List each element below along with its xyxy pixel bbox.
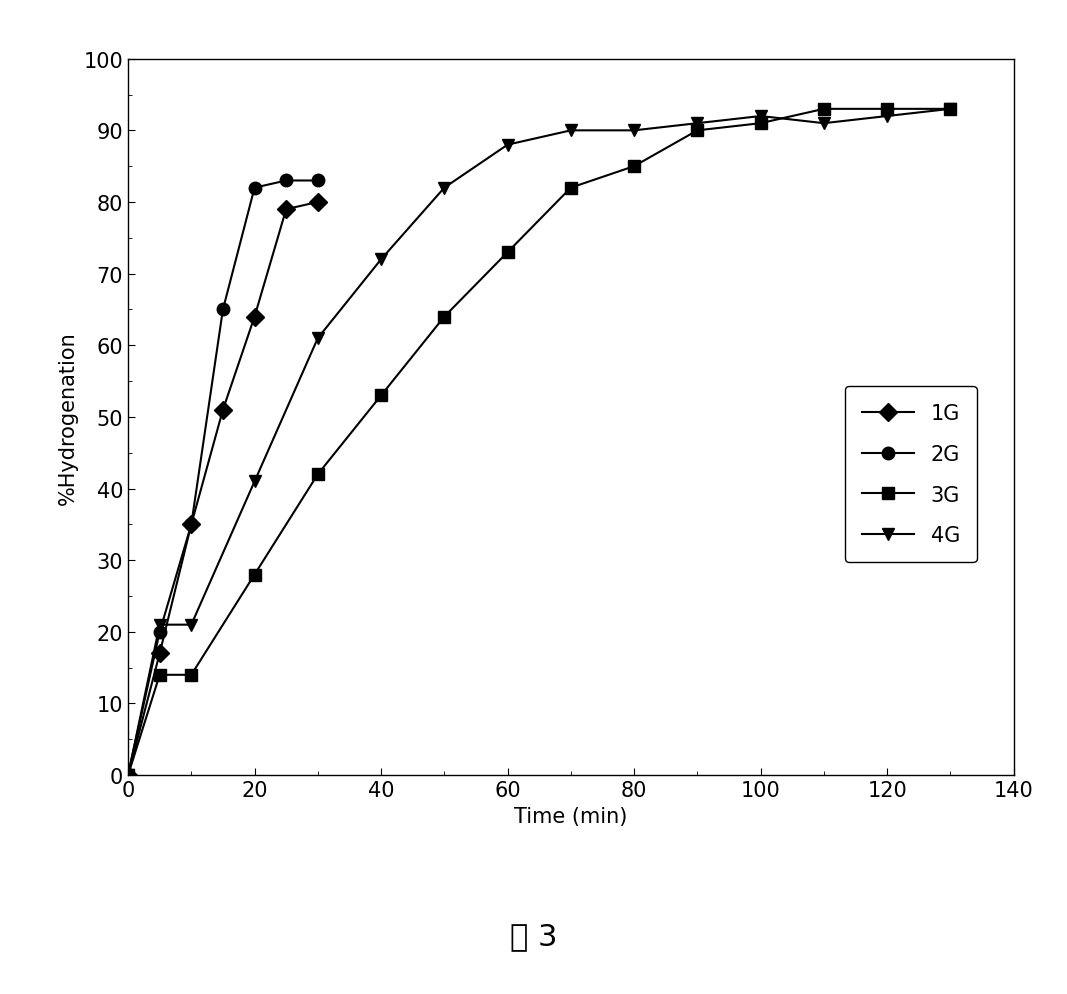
2G — [185, 519, 197, 531]
4G — [754, 111, 767, 123]
4G — [627, 125, 640, 137]
4G — [249, 476, 261, 488]
1G — [249, 311, 261, 323]
Line: 4G: 4G — [122, 103, 957, 781]
3G — [627, 161, 640, 173]
3G — [880, 103, 893, 115]
1G — [217, 405, 229, 416]
3G — [437, 311, 450, 323]
3G — [564, 183, 577, 195]
2G — [280, 175, 292, 187]
4G — [817, 118, 830, 130]
2G — [217, 304, 229, 316]
1G — [154, 648, 166, 660]
4G — [122, 769, 134, 781]
4G — [185, 619, 197, 631]
1G — [280, 204, 292, 216]
Text: 图 3: 图 3 — [510, 921, 557, 950]
2G — [122, 769, 134, 781]
3G — [122, 769, 134, 781]
X-axis label: Time (min): Time (min) — [514, 806, 627, 826]
3G — [154, 669, 166, 681]
3G — [817, 103, 830, 115]
2G — [154, 626, 166, 638]
4G — [437, 183, 450, 195]
4G — [564, 125, 577, 137]
3G — [249, 569, 261, 580]
2G — [312, 175, 324, 187]
Line: 1G: 1G — [122, 197, 324, 781]
4G — [375, 254, 387, 266]
2G — [249, 183, 261, 195]
Legend: 1G, 2G, 3G, 4G: 1G, 2G, 3G, 4G — [845, 387, 976, 563]
4G — [880, 111, 893, 123]
Line: 2G: 2G — [122, 175, 324, 781]
4G — [312, 333, 324, 345]
3G — [185, 669, 197, 681]
1G — [122, 769, 134, 781]
4G — [944, 103, 957, 115]
3G — [501, 247, 514, 258]
1G — [185, 519, 197, 531]
4G — [501, 139, 514, 151]
3G — [754, 118, 767, 130]
Line: 3G: 3G — [122, 103, 957, 781]
4G — [154, 619, 166, 631]
3G — [944, 103, 957, 115]
3G — [312, 469, 324, 481]
4G — [691, 118, 704, 130]
Y-axis label: %Hydrogenation: %Hydrogenation — [58, 331, 78, 504]
1G — [312, 197, 324, 209]
3G — [691, 125, 704, 137]
3G — [375, 390, 387, 402]
